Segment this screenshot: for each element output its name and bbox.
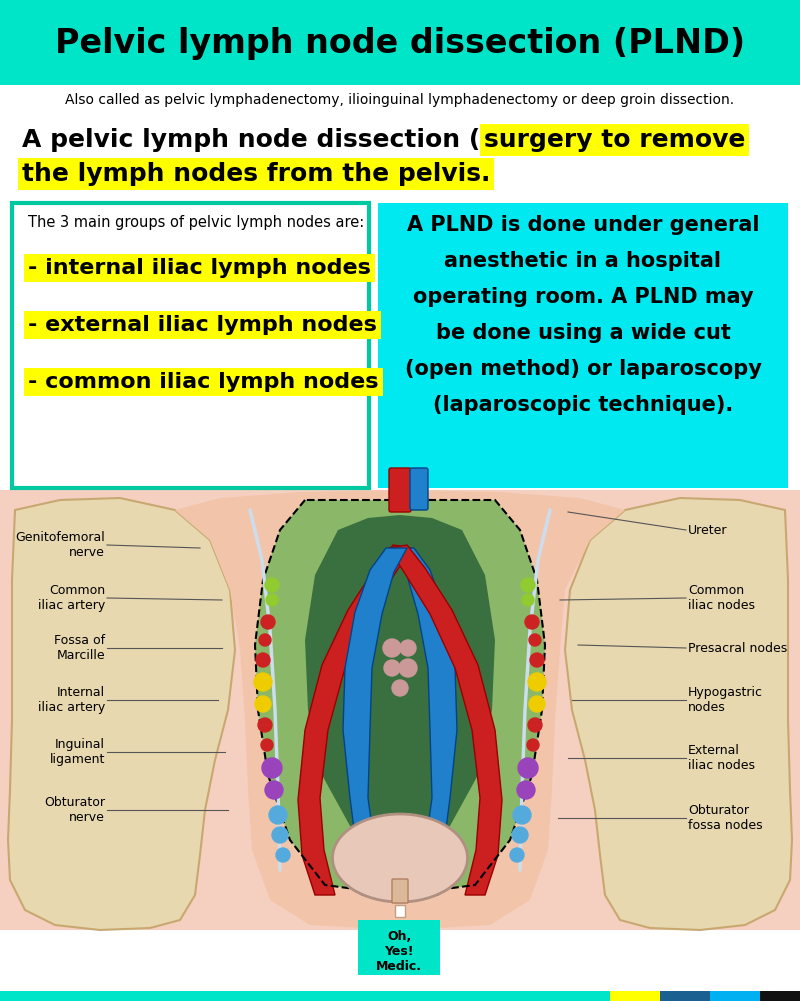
Circle shape	[521, 578, 535, 592]
Polygon shape	[8, 498, 235, 930]
Text: (2) https://www.cancer.ca/en/cancer-information/diagnosis-and-treatment/tests-an: (2) https://www.cancer.ca/en/cancer-info…	[10, 990, 657, 999]
Circle shape	[276, 848, 290, 862]
Circle shape	[261, 739, 273, 751]
Circle shape	[525, 615, 539, 629]
Text: Common
iliac artery: Common iliac artery	[38, 584, 105, 612]
Text: The 3 main groups of pelvic lymph nodes are:: The 3 main groups of pelvic lymph nodes …	[28, 215, 364, 230]
Text: Also called as pelvic lymphadenectomy, ilioinguinal lymphadenectomy or deep groi: Also called as pelvic lymphadenectomy, i…	[66, 93, 734, 107]
FancyBboxPatch shape	[392, 879, 408, 903]
Text: Genitofemoral
nerve: Genitofemoral nerve	[15, 531, 105, 559]
Circle shape	[255, 696, 271, 712]
Text: - common iliac lymph nodes: - common iliac lymph nodes	[28, 372, 378, 392]
Circle shape	[522, 594, 534, 606]
Circle shape	[269, 806, 287, 824]
Polygon shape	[393, 548, 457, 895]
Circle shape	[518, 758, 538, 778]
Circle shape	[261, 615, 275, 629]
FancyBboxPatch shape	[378, 203, 788, 488]
Polygon shape	[175, 490, 625, 930]
Polygon shape	[378, 978, 393, 988]
Circle shape	[528, 673, 546, 691]
FancyBboxPatch shape	[389, 468, 411, 512]
Circle shape	[265, 781, 283, 799]
FancyBboxPatch shape	[760, 991, 800, 1001]
Circle shape	[529, 696, 545, 712]
Circle shape	[254, 673, 272, 691]
Circle shape	[399, 659, 417, 677]
Text: - internal iliac lymph nodes: - internal iliac lymph nodes	[28, 258, 371, 278]
Text: anesthetic in a hospital: anesthetic in a hospital	[445, 251, 722, 271]
Circle shape	[383, 639, 401, 657]
Circle shape	[528, 718, 542, 732]
Text: Internal
iliac artery: Internal iliac artery	[38, 686, 105, 714]
Circle shape	[512, 827, 528, 843]
FancyBboxPatch shape	[12, 203, 369, 488]
FancyBboxPatch shape	[610, 991, 660, 1001]
Circle shape	[527, 739, 539, 751]
Text: Hypogastric
nodes: Hypogastric nodes	[688, 686, 763, 714]
Circle shape	[259, 634, 271, 646]
Text: Inguinal
ligament: Inguinal ligament	[50, 738, 105, 766]
FancyBboxPatch shape	[395, 905, 405, 917]
Polygon shape	[298, 545, 412, 895]
FancyBboxPatch shape	[0, 490, 800, 930]
Circle shape	[262, 758, 282, 778]
Polygon shape	[343, 548, 407, 895]
Ellipse shape	[333, 814, 467, 902]
Text: the lymph nodes from the pelvis.: the lymph nodes from the pelvis.	[22, 162, 490, 186]
Text: - external iliac lymph nodes: - external iliac lymph nodes	[28, 315, 377, 335]
Text: Pelvic lymph node dissection (PLND): Pelvic lymph node dissection (PLND)	[55, 26, 745, 59]
Circle shape	[256, 653, 270, 667]
Circle shape	[266, 594, 278, 606]
Text: surgery to remove: surgery to remove	[484, 128, 746, 152]
Polygon shape	[305, 515, 495, 852]
Text: Presacral nodes: Presacral nodes	[688, 642, 787, 655]
FancyBboxPatch shape	[660, 991, 710, 1001]
Text: be done using a wide cut: be done using a wide cut	[435, 323, 730, 343]
Circle shape	[513, 806, 531, 824]
Circle shape	[392, 680, 408, 696]
Circle shape	[272, 827, 288, 843]
Text: A pelvic lymph node dissection (PLND) is: A pelvic lymph node dissection (PLND) is	[22, 128, 608, 152]
Text: operating room. A PLND may: operating room. A PLND may	[413, 287, 754, 307]
Text: (open method) or laparoscopy: (open method) or laparoscopy	[405, 359, 762, 379]
FancyBboxPatch shape	[358, 920, 440, 978]
Text: Source: (1) https://www.nature.com/articles/s41585-018-0126-6: Source: (1) https://www.nature.com/artic…	[10, 980, 299, 989]
Circle shape	[258, 718, 272, 732]
Circle shape	[529, 634, 541, 646]
FancyBboxPatch shape	[0, 991, 610, 1001]
Text: (laparoscopic technique).: (laparoscopic technique).	[433, 395, 733, 415]
Text: Obturator
nerve: Obturator nerve	[44, 796, 105, 824]
Circle shape	[530, 653, 544, 667]
FancyBboxPatch shape	[410, 468, 428, 510]
Text: A PLND is done under general: A PLND is done under general	[406, 215, 759, 235]
Circle shape	[384, 660, 400, 676]
Polygon shape	[255, 500, 545, 895]
Text: External
iliac nodes: External iliac nodes	[688, 744, 755, 772]
Polygon shape	[388, 545, 502, 895]
Circle shape	[265, 578, 279, 592]
Circle shape	[517, 781, 535, 799]
FancyBboxPatch shape	[0, 0, 800, 85]
Text: Oh,
Yes!
Medic.: Oh, Yes! Medic.	[376, 930, 422, 973]
Text: Fossa of
Marcille: Fossa of Marcille	[54, 634, 105, 662]
Text: Obturator
fossa nodes: Obturator fossa nodes	[688, 804, 762, 832]
FancyBboxPatch shape	[710, 991, 760, 1001]
Circle shape	[510, 848, 524, 862]
Text: Common
iliac nodes: Common iliac nodes	[688, 584, 755, 612]
Polygon shape	[565, 498, 792, 930]
Text: Ureter: Ureter	[688, 524, 727, 537]
FancyBboxPatch shape	[0, 975, 800, 1001]
Circle shape	[400, 640, 416, 656]
